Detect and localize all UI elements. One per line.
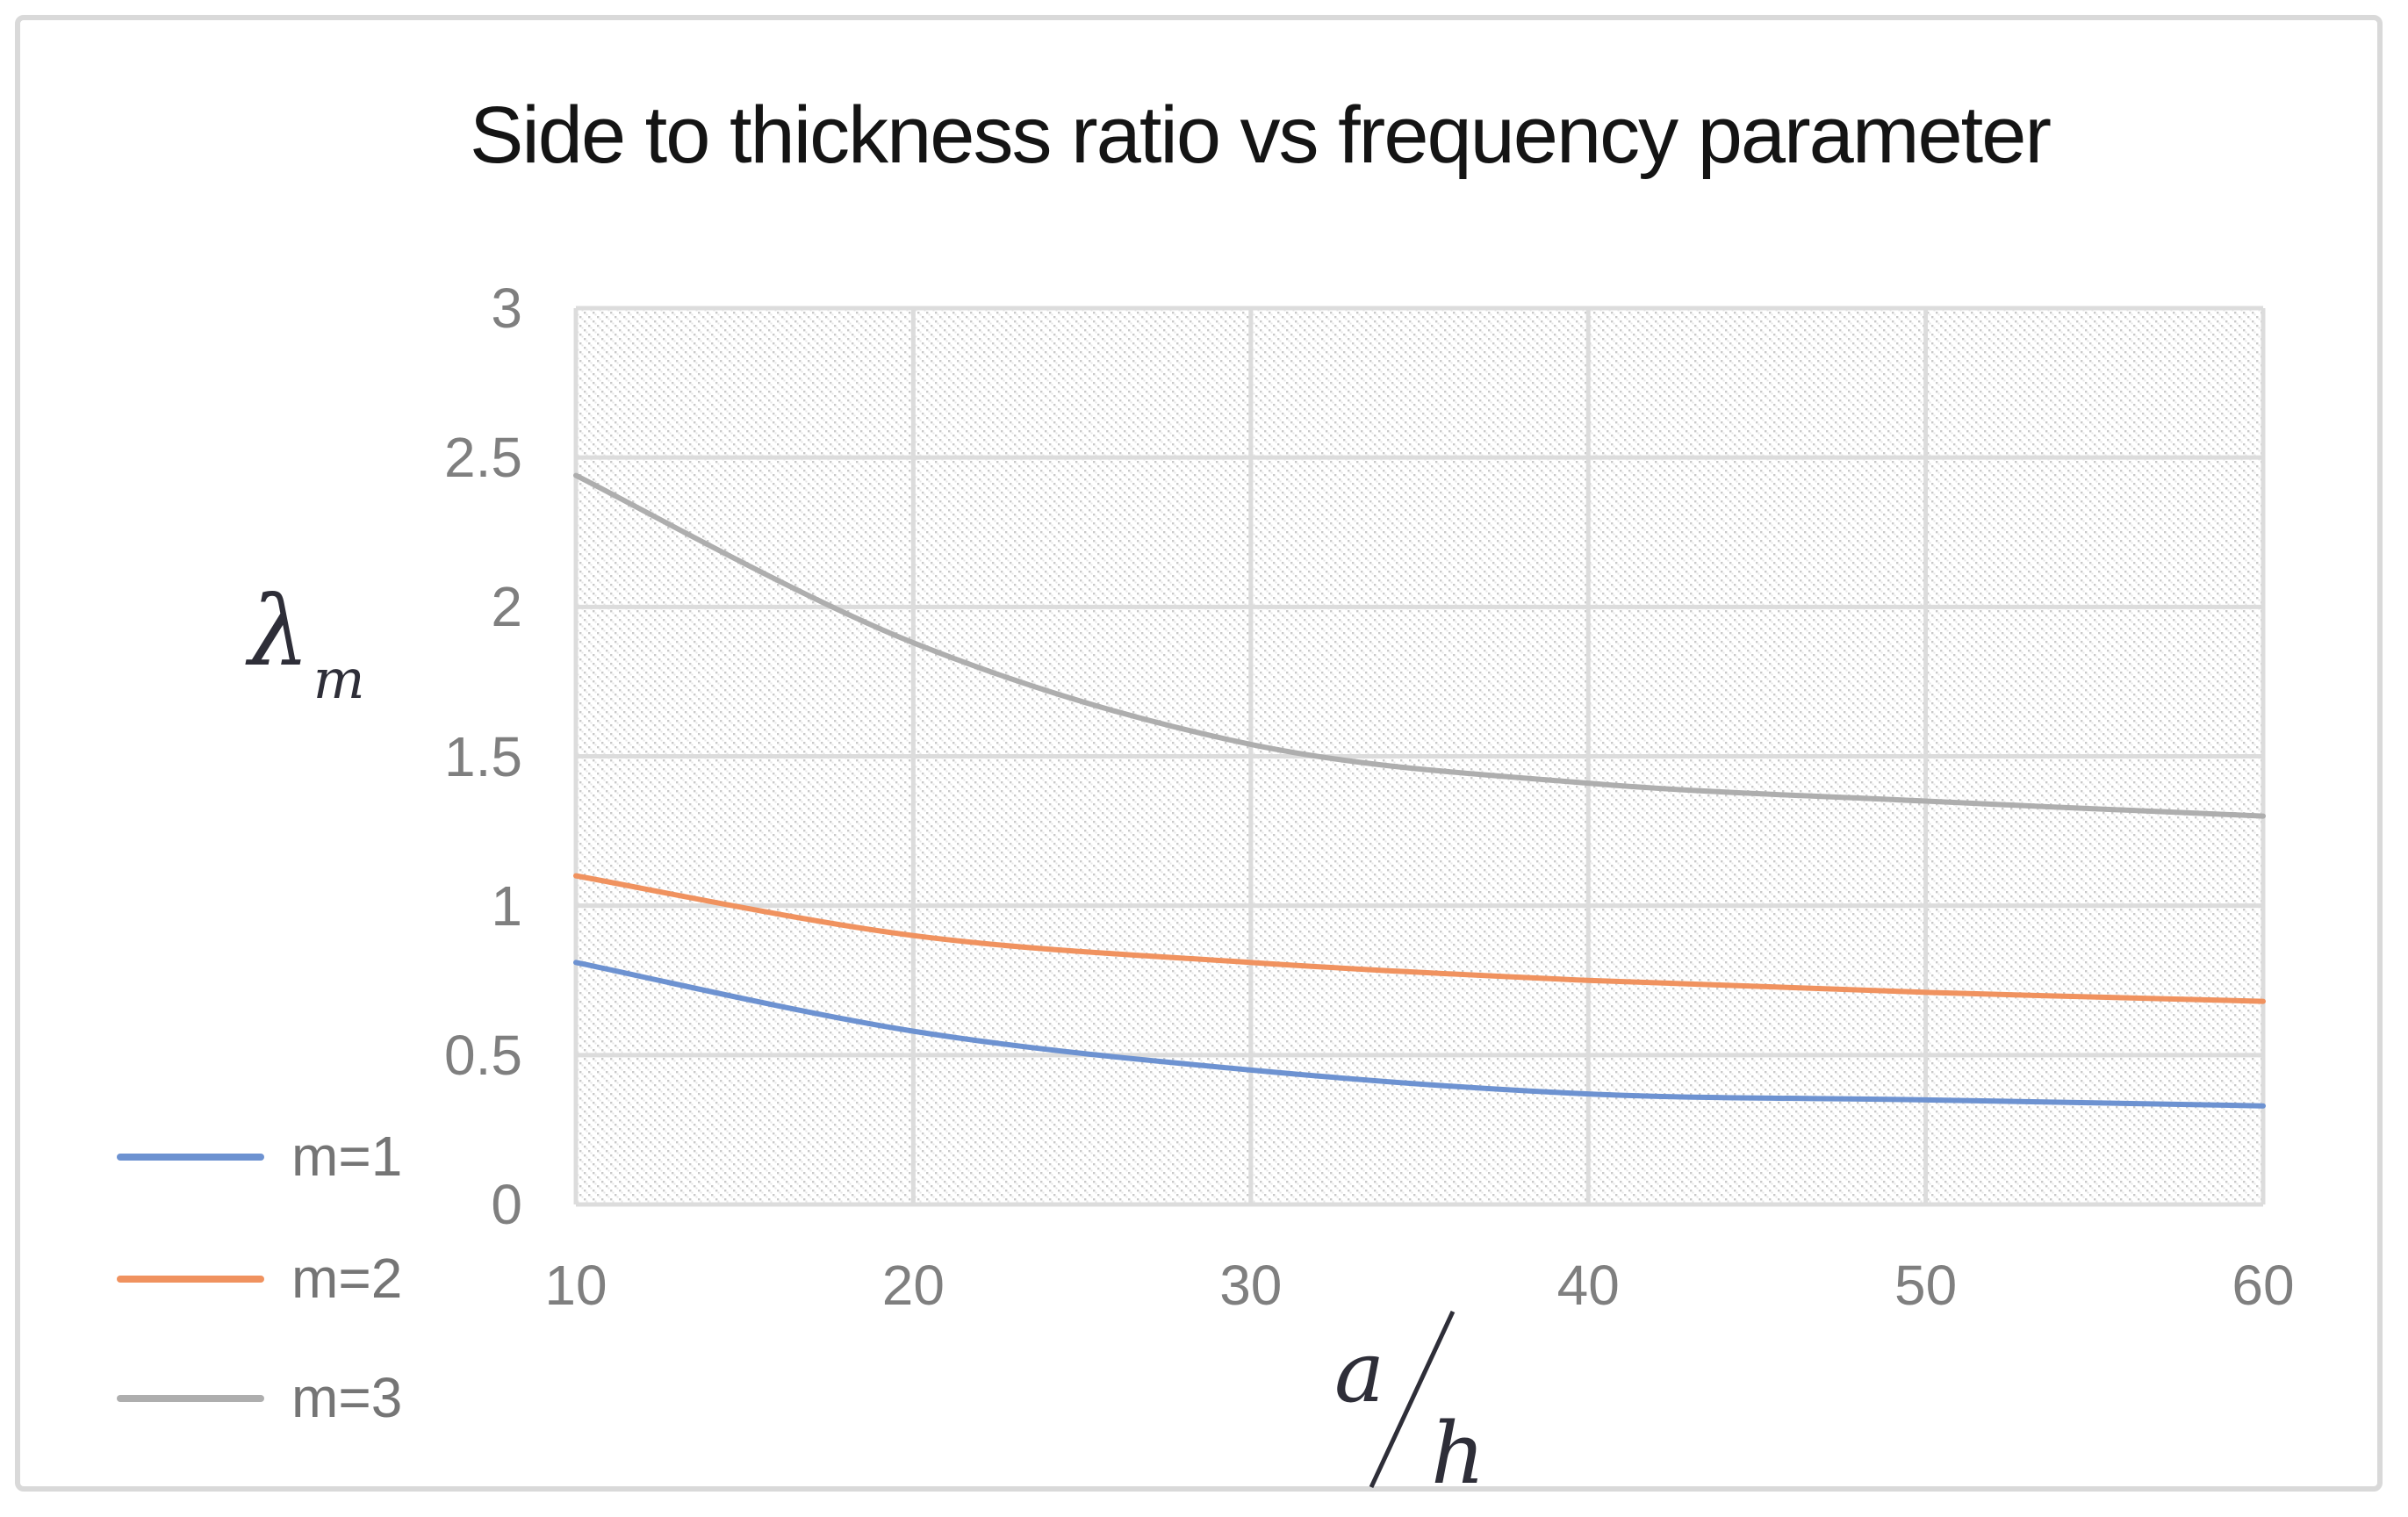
legend-label: m=3 bbox=[291, 1366, 403, 1429]
x-tick-label: 40 bbox=[1556, 1254, 1620, 1317]
y-tick-label: 0 bbox=[491, 1173, 522, 1236]
legend-swatch-m1 bbox=[117, 1154, 264, 1161]
x-tick-label: 50 bbox=[1894, 1254, 1958, 1317]
y-tick-label: 1 bbox=[491, 874, 522, 938]
series-line-m1 bbox=[573, 960, 2266, 1109]
y-axis-label: λm bbox=[248, 575, 365, 711]
x-axis-label: a h bbox=[1310, 1303, 1512, 1503]
legend-swatch-m2 bbox=[117, 1276, 264, 1283]
x-axis-label-denominator: h bbox=[1431, 1405, 1485, 1496]
x-tick-label: 20 bbox=[881, 1254, 945, 1317]
y-tick-label: 1.5 bbox=[444, 724, 522, 788]
y-tick-label: 2 bbox=[491, 575, 522, 639]
x-axis-label-slash bbox=[1369, 1310, 1456, 1489]
figure-border bbox=[15, 15, 2383, 1492]
legend-label: m=1 bbox=[291, 1125, 403, 1188]
x-tick-label: 60 bbox=[2232, 1254, 2295, 1317]
y-axis-label-symbol: λ bbox=[248, 575, 310, 687]
legend-label: m=2 bbox=[291, 1247, 403, 1310]
x-tick-label: 30 bbox=[1219, 1254, 1283, 1317]
y-tick-label: 0.5 bbox=[444, 1023, 522, 1087]
y-tick-label: 2.5 bbox=[444, 426, 522, 490]
x-tick-label: 10 bbox=[544, 1254, 607, 1317]
legend-swatch-m3 bbox=[117, 1395, 264, 1402]
y-axis-label-sub: m bbox=[313, 647, 365, 711]
series-line-m3 bbox=[573, 472, 2266, 819]
chart-title: Side to thickness ratio vs frequency par… bbox=[469, 90, 2052, 180]
series-line-m2 bbox=[573, 873, 2266, 1004]
x-axis-label-graphic: a h bbox=[1334, 1310, 1485, 1503]
x-axis-label-numerator: a bbox=[1334, 1323, 1384, 1421]
y-tick-label: 3 bbox=[491, 277, 522, 340]
